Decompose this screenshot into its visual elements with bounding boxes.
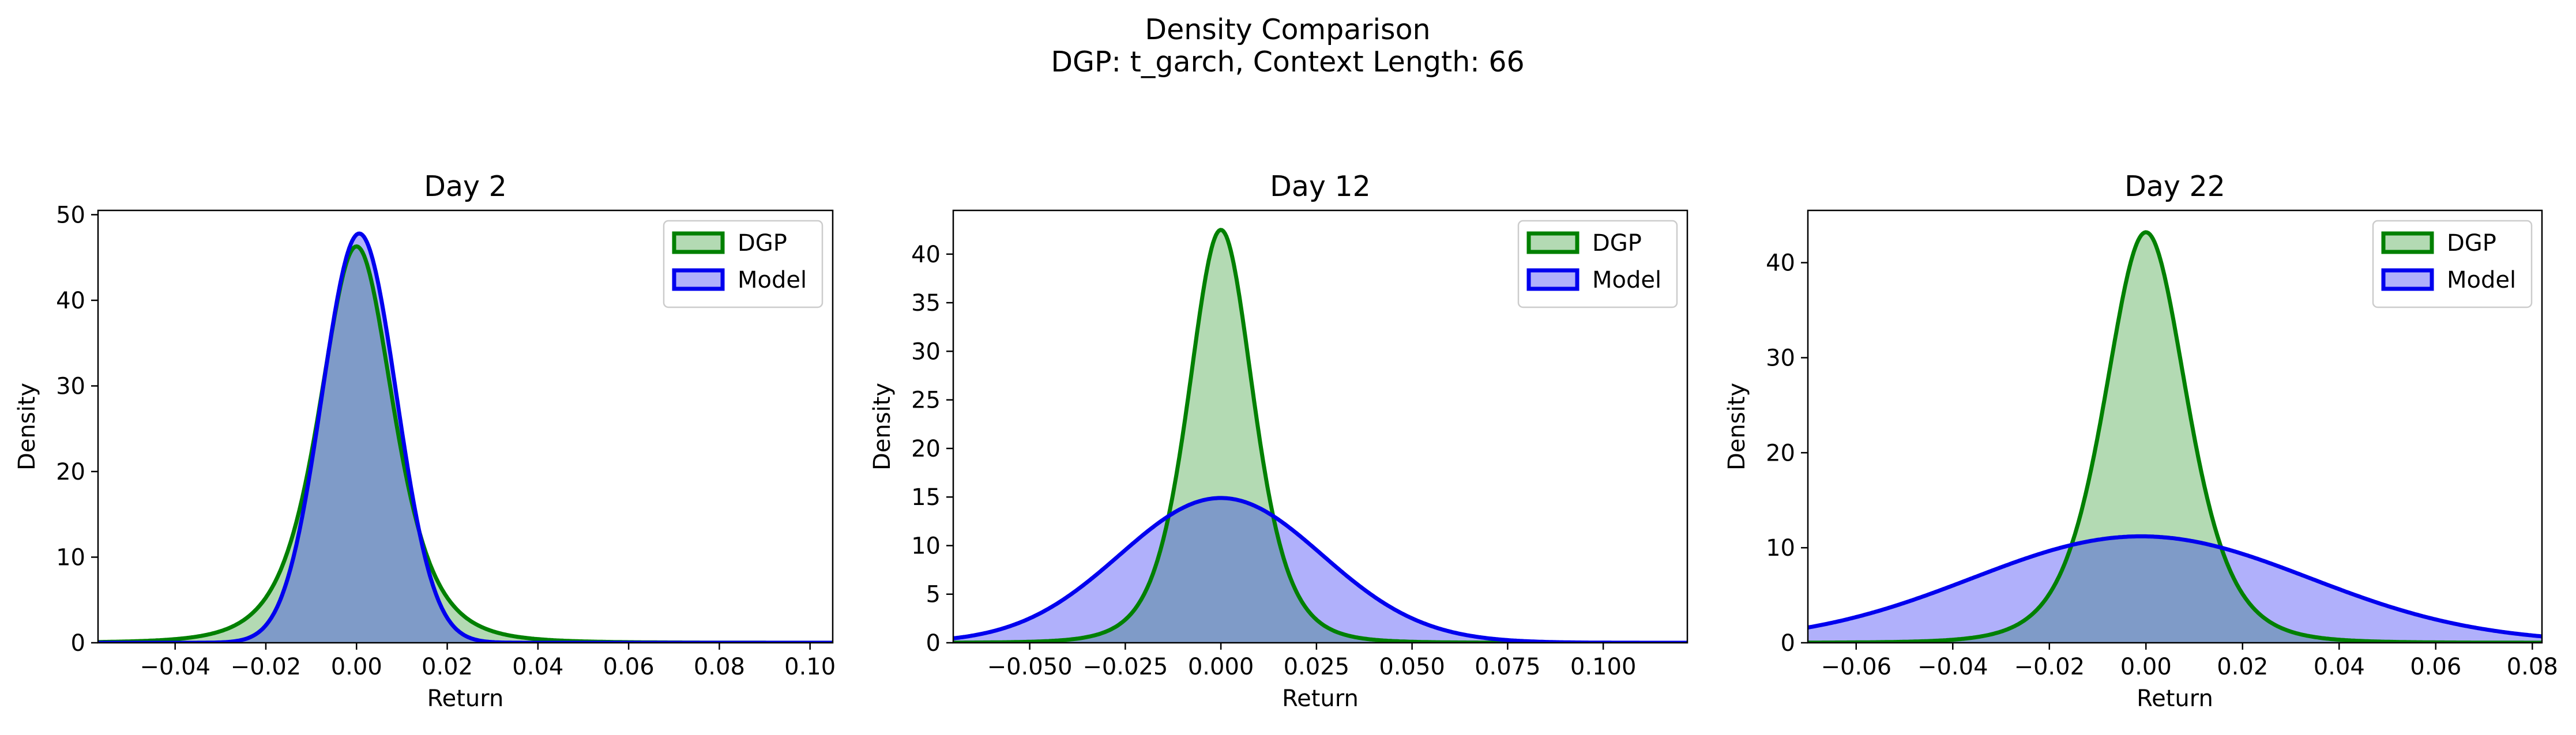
x-tick-label: 0.075 [1475,654,1541,680]
y-axis-label: Density [869,383,896,470]
x-tick-label: 0.02 [422,654,473,680]
x-tick-label: 0.06 [603,654,655,680]
x-tick-label: −0.02 [231,654,302,680]
overlap-density-area [1808,536,2542,643]
y-tick-label: 10 [56,544,85,571]
y-tick-label: 0 [1781,630,1795,657]
y-tick-label: 30 [911,338,941,365]
x-tick-label: 0.050 [1379,654,1445,680]
x-tick-label: 0.100 [1570,654,1637,680]
dgp-density-area [1808,232,2542,643]
panel-title: Day 22 [2124,170,2225,203]
y-tick-label: 25 [911,387,941,414]
y-tick-label: 10 [1766,535,1795,561]
chart-panel-1: −0.04 −0.02 0.00 0.02 0.04 0.06 0.08 0.10 0 10 20 3… [14,170,836,712]
legend: DGP Model [1517,220,1678,308]
x-tick-label: −0.06 [1821,654,1891,680]
figure-subtitle: DGP: t_garch, Context Length: 66 [1051,46,1524,78]
x-tick-label: 0.06 [2410,654,2461,680]
panel-title: Day 2 [424,170,507,203]
y-tick-label: 5 [926,582,941,608]
panel-title: Day 12 [1270,170,1371,203]
x-tick-label: 0.025 [1284,654,1350,680]
axes-frame [1807,209,2543,644]
x-axis-label: Return [2137,685,2213,712]
x-tick-label: −0.025 [1082,654,1168,680]
x-tick-label: 0.08 [2507,654,2558,680]
model-legend-swatch [2381,268,2434,291]
model-legend-label: Model [738,267,807,293]
y-tick-label: 40 [911,242,941,268]
x-tick-label: −0.02 [2014,654,2085,680]
y-tick-label: 35 [911,290,941,316]
y-axis-label: Density [1724,383,1750,470]
legend: DGP Model [663,220,823,308]
y-tick-label: 40 [56,288,85,314]
model-legend-label: Model [1592,267,1661,293]
y-tick-label: 20 [56,459,85,485]
x-tick-label: −0.050 [987,654,1073,680]
x-tick-label: −0.04 [140,654,210,680]
dgp-legend-swatch [672,231,725,254]
legend: DGP Model [2372,220,2533,308]
chart-panel-2: −0.050 −0.025 0.000 0.025 0.050 0.075 0.100 0 5 1… [869,170,1688,712]
y-tick-label: 10 [911,533,941,559]
dgp-legend-label: DGP [1592,230,1642,257]
x-axis-label: Return [427,685,504,712]
y-tick-label: 0 [926,630,941,657]
dgp-legend-swatch [1526,231,1580,254]
x-tick-label: 0.04 [512,654,563,680]
model-legend-swatch [672,268,725,291]
x-tick-label: −0.04 [1917,654,1988,680]
y-tick-label: 50 [56,202,85,228]
y-tick-label: 40 [1766,250,1795,277]
x-axis-label: Return [1282,685,1359,712]
dgp-legend-label: DGP [2447,230,2496,257]
y-tick-label: 15 [911,484,941,511]
axes-frame [952,209,1688,644]
y-tick-label: 30 [1766,345,1795,371]
model-legend-swatch [1526,268,1580,291]
x-tick-label: 0.00 [331,654,382,680]
dgp-legend-swatch [2381,231,2434,254]
x-tick-label: 0.000 [1188,654,1254,680]
x-tick-label: 0.04 [2314,654,2365,680]
dgp-legend-label: DGP [738,230,787,257]
chart-panel-3: −0.06 −0.04 −0.02 0.00 0.02 0.04 0.06 0.08 0 10 20… [1724,170,2558,712]
y-tick-label: 0 [71,630,85,657]
figure-title: Density Comparison [1145,13,1430,46]
y-tick-label: 20 [1766,440,1795,466]
x-tick-label: 0.08 [694,654,745,680]
x-tick-label: 0.02 [2217,654,2268,680]
y-tick-label: 20 [911,436,941,462]
x-tick-label: 0.00 [2120,654,2172,680]
x-tick-label: 0.10 [784,654,836,680]
y-axis-label: Density [14,383,40,470]
model-density-line [1808,534,2542,639]
y-tick-label: 30 [56,373,85,399]
model-legend-label: Model [2447,267,2516,293]
axes-frame [97,209,834,644]
